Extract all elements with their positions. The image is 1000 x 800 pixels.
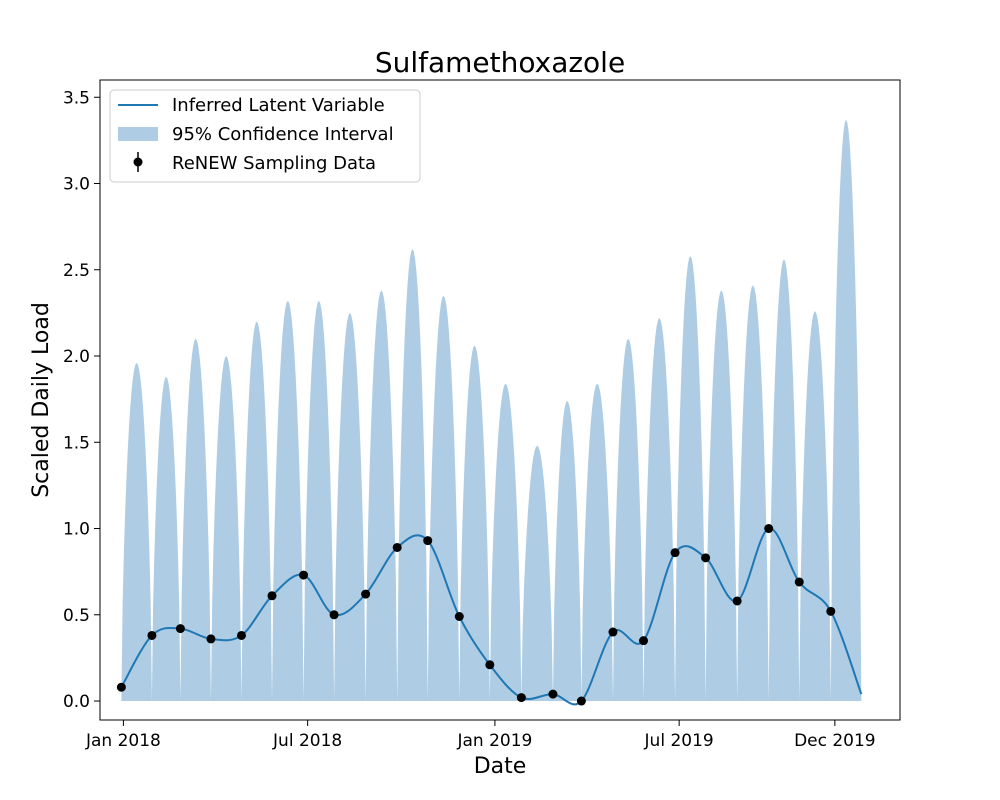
y-tick-label: 3.5: [63, 88, 90, 108]
sampling-point: [670, 548, 680, 558]
latent-line-layer: [120, 527, 863, 706]
sampling-point: [175, 624, 185, 634]
sampling-point: [116, 682, 126, 692]
sampling-point: [392, 542, 402, 552]
sampling-point: [361, 589, 371, 599]
sampling-point: [516, 693, 526, 703]
inferred-latent-line: [120, 527, 863, 706]
sampling-point: [329, 610, 339, 620]
sampling-point: [206, 634, 216, 644]
x-tick-label: Jan 2018: [85, 731, 161, 751]
confidence-interval-band: [121, 119, 862, 702]
x-axis-ticks: Jan 2018 Jul 2018 Jan 2019 Jul 2019 Dec 2019: [85, 720, 876, 751]
confidence-band-layer: [121, 119, 862, 702]
chart-title: Sulfamethoxazole: [375, 46, 625, 79]
sampling-point: [701, 553, 711, 563]
y-tick-label: 0.0: [63, 692, 90, 712]
sampling-point: [236, 630, 246, 640]
y-tick-label: 2.5: [63, 261, 90, 281]
legend: Inferred Latent Variable 95% Confidence …: [109, 89, 421, 183]
sampling-point: [794, 577, 804, 587]
sampling-point: [826, 606, 836, 616]
legend-item-ci: 95% Confidence Interval: [172, 124, 394, 145]
sampling-point: [485, 660, 495, 670]
y-tick-label: 3.0: [63, 175, 90, 195]
sampling-point: [576, 696, 586, 706]
sampling-point: [639, 636, 649, 646]
sampling-point: [732, 596, 742, 606]
y-tick-label: 1.5: [63, 433, 90, 453]
x-tick-label: Jul 2019: [644, 731, 714, 751]
legend-point-swatch: [133, 157, 143, 167]
y-axis-label: Scaled Daily Load: [29, 302, 54, 498]
legend-item-sampling: ReNEW Sampling Data: [172, 153, 376, 174]
sampling-point: [299, 570, 309, 580]
y-tick-label: 0.5: [63, 606, 90, 626]
x-axis-label: Date: [474, 754, 527, 779]
sampling-point: [764, 524, 774, 534]
sampling-point: [608, 627, 618, 637]
x-tick-label: Jan 2019: [456, 731, 532, 751]
sampling-points-layer: [116, 524, 836, 706]
x-tick-label: Jul 2018: [272, 731, 342, 751]
legend-band-swatch: [118, 127, 158, 141]
legend-box: [109, 89, 421, 183]
y-tick-label: 2.0: [63, 347, 90, 367]
sampling-point: [267, 591, 277, 601]
y-tick-label: 1.0: [63, 520, 90, 540]
sampling-point: [454, 612, 464, 621]
x-tick-label: Dec 2019: [794, 731, 876, 751]
plot-frame: [99, 79, 901, 721]
sampling-point: [147, 630, 157, 640]
y-axis-ticks: 0.0 0.5 1.0 1.5 2.0 2.5 3.0 3.5: [63, 88, 100, 712]
sampling-point: [548, 689, 558, 699]
legend-item-latent: Inferred Latent Variable: [172, 95, 385, 116]
sampling-point: [423, 536, 433, 546]
